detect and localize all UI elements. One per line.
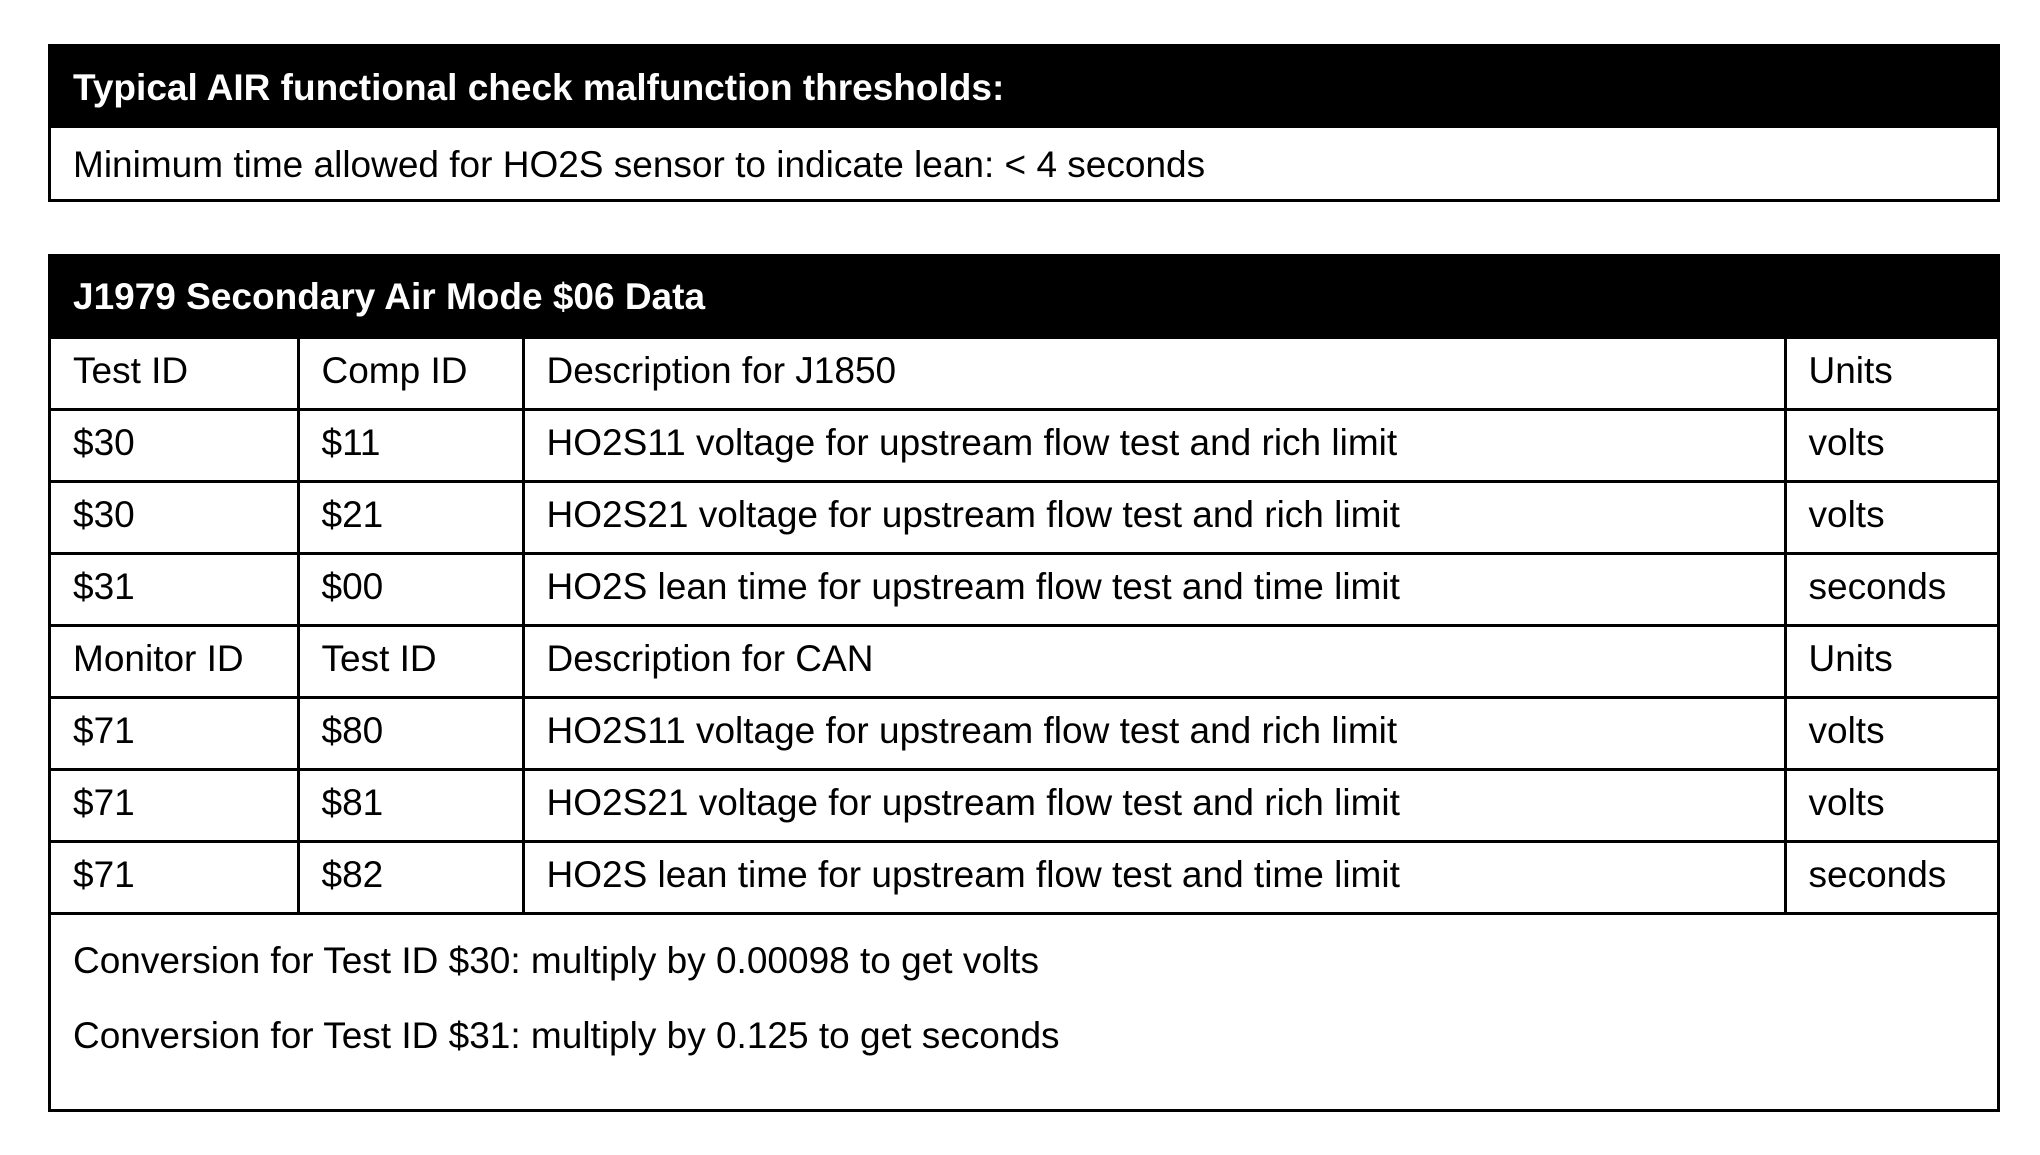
conversion-notes: Conversion for Test ID $30: multiply by … — [51, 915, 1997, 1073]
table-row: $31 $00 HO2S lean time for upstream flow t… — [51, 552, 1997, 627]
cell-description: HO2S lean time for upstream flow test an… — [521, 552, 1787, 627]
cell-col-2: $00 — [296, 552, 525, 627]
cell-col-1: $71 — [51, 696, 300, 771]
thresholds-box: Typical AIR functional check malfunction… — [48, 44, 2000, 202]
table-row: $71 $81 HO2S21 voltage for upstream flow t… — [51, 768, 1997, 843]
cell-description: Description for J1850 — [521, 336, 1787, 411]
cell-description: HO2S11 voltage for upstream flow test an… — [521, 408, 1787, 483]
cell-units: Units — [1783, 624, 1997, 699]
cell-col-1: $30 — [51, 408, 300, 483]
cell-units: Units — [1783, 336, 1997, 411]
thresholds-text: Minimum time allowed for HO2S sensor to … — [73, 144, 1206, 185]
cell-col-1: $30 — [51, 480, 300, 555]
thresholds-title: Typical AIR functional check malfunction… — [51, 47, 1997, 128]
mode06-table: Test ID Comp ID Description for J1850 Units… — [51, 336, 1997, 915]
cell-col-2: Comp ID — [296, 336, 525, 411]
cell-col-2: Test ID — [296, 624, 525, 699]
cell-description: HO2S11 voltage for upstream flow test an… — [521, 696, 1787, 771]
table-row: $30 $21 HO2S21 voltage for upstream flow t… — [51, 480, 1997, 555]
table-row: $71 $82 HO2S lean time for upstream flow t… — [51, 840, 1997, 915]
cell-col-2: $80 — [296, 696, 525, 771]
mode06-title: J1979 Secondary Air Mode $06 Data — [51, 257, 1997, 336]
cell-col-1: $71 — [51, 840, 300, 915]
table-row: $30 $11 HO2S11 voltage for upstream flow t… — [51, 408, 1997, 483]
cell-col-2: $11 — [296, 408, 525, 483]
cell-description: HO2S lean time for upstream flow test an… — [521, 840, 1787, 915]
cell-col-1: $31 — [51, 552, 300, 627]
cell-col-1: $71 — [51, 768, 300, 843]
cell-description: HO2S21 voltage for upstream flow test an… — [521, 480, 1787, 555]
cell-units: volts — [1783, 768, 1997, 843]
cell-description: Description for CAN — [521, 624, 1787, 699]
mode06-table-box: J1979 Secondary Air Mode $06 Data Test I… — [48, 254, 2000, 1112]
cell-description: HO2S21 voltage for upstream flow test an… — [521, 768, 1787, 843]
cell-units: seconds — [1783, 552, 1997, 627]
cell-col-1: Test ID — [51, 336, 300, 411]
cell-units: volts — [1783, 408, 1997, 483]
cell-col-2: $82 — [296, 840, 525, 915]
cell-units: volts — [1783, 480, 1997, 555]
cell-units: volts — [1783, 696, 1997, 771]
table-row: $71 $80 HO2S11 voltage for upstream flow t… — [51, 696, 1997, 771]
cell-units: seconds — [1783, 840, 1997, 915]
cell-col-2: $21 — [296, 480, 525, 555]
conversion-note: Conversion for Test ID $31: multiply by … — [73, 1015, 1060, 1056]
cell-col-2: $81 — [296, 768, 525, 843]
cell-col-1: Monitor ID — [51, 624, 300, 699]
table-header-row: Monitor ID Test ID Description for CAN Unit… — [51, 624, 1997, 699]
table-header-row: Test ID Comp ID Description for J1850 Units — [51, 336, 1997, 411]
conversion-note: Conversion for Test ID $30: multiply by … — [73, 940, 1039, 981]
